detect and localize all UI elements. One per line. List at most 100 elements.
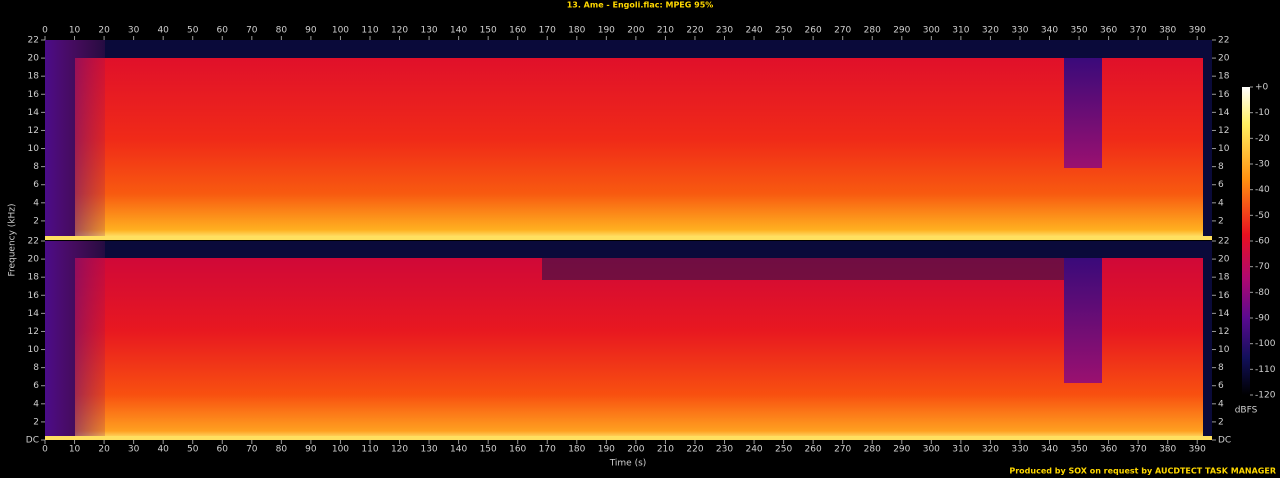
colorbar-tick-label: -60 (1255, 237, 1270, 247)
y-tick-label: 4 (33, 198, 39, 208)
x-tick-label: 30 (128, 445, 140, 455)
footer: Produced by SOX on request by AUCDTECT T… (1009, 467, 1276, 476)
x-tick-label: 150 (480, 26, 497, 36)
y-tick-label: 18 (1218, 273, 1230, 283)
x-tick-label: 320 (982, 445, 999, 455)
x-tick-label: 290 (893, 445, 910, 455)
y-tick-label: 20 (1218, 54, 1230, 64)
colorbar (1242, 87, 1250, 395)
y-tick-label: 6 (33, 180, 39, 190)
x-tick-label: 250 (775, 26, 792, 36)
y-tick-label: 2 (1218, 417, 1224, 427)
x-tick-label: 310 (952, 26, 969, 36)
y-tick-label: 20 (28, 54, 40, 64)
x-tick-label: 50 (187, 445, 199, 455)
colorbar-tick-label: -10 (1255, 108, 1270, 118)
x-tick-label: 300 (923, 26, 940, 36)
y-tick-label: 12 (1218, 327, 1229, 337)
cutoff-fill (542, 258, 1064, 280)
x-tick-label: 60 (217, 445, 229, 455)
x-tick-label: 90 (305, 445, 317, 455)
x-tick-label: 100 (332, 26, 349, 36)
y-tick-label: DC (26, 436, 39, 446)
y-tick-label: 14 (28, 309, 40, 319)
colorbar-tick-label: -90 (1255, 314, 1270, 324)
y-tick-label: 14 (28, 108, 40, 118)
y-tick-label: 8 (33, 162, 39, 172)
x-tick-label: 330 (1011, 26, 1028, 36)
x-tick-label: 330 (1011, 445, 1028, 455)
y-tick-label: 18 (28, 72, 40, 82)
x-tick-label: 210 (657, 445, 674, 455)
x-tick-label: 20 (98, 26, 110, 36)
y-tick-label: 22 (28, 237, 39, 247)
x-tick-label: 110 (361, 26, 378, 36)
colorbar-tick-label: -20 (1255, 134, 1270, 144)
x-tick-label: 10 (69, 26, 81, 36)
x-tick-label: 220 (686, 26, 703, 36)
y-tick-label: 6 (1218, 180, 1224, 190)
y-tick-label: DC (1218, 436, 1231, 446)
x-tick-label: 210 (657, 26, 674, 36)
x-tick-label: 40 (157, 445, 169, 455)
x-tick-label: 220 (686, 445, 703, 455)
y-tick-label: 20 (1218, 255, 1230, 265)
x-tick-label: 150 (480, 445, 497, 455)
x-tick-label: 70 (246, 445, 258, 455)
y-tick-label: 6 (33, 381, 39, 391)
x-tick-label: 140 (450, 445, 467, 455)
x-tick-label: 360 (1100, 445, 1117, 455)
x-tick-label: 80 (276, 445, 288, 455)
x-tick-label: 290 (893, 26, 910, 36)
x-tick-label: 140 (450, 26, 467, 36)
cutoff-fill (1064, 258, 1102, 383)
x-tick-label: 170 (539, 26, 556, 36)
x-tick-label: 50 (187, 26, 199, 36)
y-tick-label: 8 (1218, 162, 1224, 172)
y-tick-label: 12 (28, 126, 39, 136)
x-tick-label: 70 (246, 26, 258, 36)
x-tick-label: 0 (42, 26, 48, 36)
y-tick-label: 16 (1218, 291, 1230, 301)
x-tick-label: 110 (361, 445, 378, 455)
y-tick-label: 10 (28, 345, 40, 355)
y-tick-label: 8 (33, 363, 39, 373)
y-tick-label: 18 (28, 273, 40, 283)
x-tick-label: 350 (1070, 445, 1087, 455)
x-tick-label: 260 (805, 445, 822, 455)
x-tick-label: 200 (627, 26, 644, 36)
x-tick-label: 240 (745, 26, 762, 36)
x-tick-label: 350 (1070, 26, 1087, 36)
colorbar-label: dBFS (1235, 406, 1258, 416)
y-tick-label: 4 (1218, 198, 1224, 208)
x-tick-label: 120 (391, 26, 408, 36)
x-tick-label: 340 (1041, 445, 1058, 455)
y-tick-label: 2 (33, 417, 39, 427)
colorbar-tick-label: -50 (1255, 211, 1270, 221)
y-tick-label: 4 (1218, 399, 1224, 409)
x-tick-label: 260 (805, 26, 822, 36)
intro-fill (45, 241, 105, 440)
y-tick-label: 16 (1218, 90, 1230, 100)
spectrum-fill (75, 258, 1203, 440)
y-tick-label: 16 (28, 90, 40, 100)
x-tick-label: 370 (1130, 26, 1147, 36)
x-tick-label: 360 (1100, 26, 1117, 36)
intro-fill (45, 40, 105, 239)
y-tick-label: 10 (28, 144, 40, 154)
x-tick-label: 280 (864, 26, 881, 36)
x-tick-label: 240 (745, 445, 762, 455)
y-axis-label: Frequency (kHz) (8, 203, 18, 276)
y-tick-label: 14 (1218, 108, 1230, 118)
colorbar-tick-label: -110 (1255, 365, 1276, 375)
x-tick-label: 80 (276, 26, 288, 36)
spectrum-fill (75, 58, 1203, 239)
y-tick-label: 18 (1218, 72, 1230, 82)
x-tick-label: 230 (716, 445, 733, 455)
x-tick-label: 250 (775, 445, 792, 455)
x-tick-label: 370 (1130, 445, 1147, 455)
y-tick-label: 4 (33, 399, 39, 409)
y-tick-label: 16 (28, 291, 40, 301)
